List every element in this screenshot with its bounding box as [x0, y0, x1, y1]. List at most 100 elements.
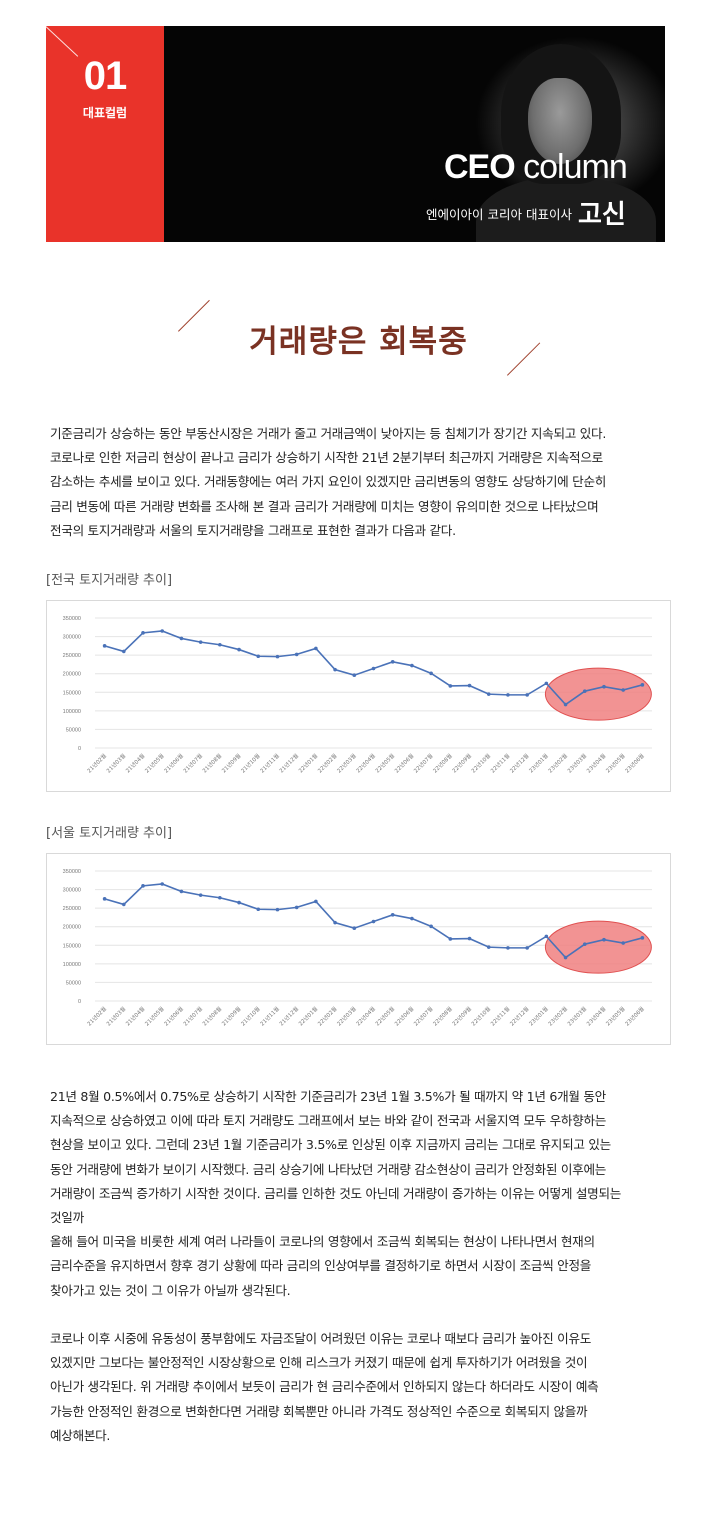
data-point: [486, 692, 491, 696]
data-point: [275, 907, 280, 912]
highlight-ellipse: [544, 667, 652, 721]
data-point: [198, 893, 203, 897]
y-tick-label: 150000: [63, 943, 81, 949]
data-point: [525, 946, 529, 950]
data-point: [467, 683, 472, 688]
x-tick-label: 22년08월: [431, 752, 454, 775]
x-tick-label: 22년12월: [508, 1005, 531, 1028]
y-tick-label: 200000: [63, 925, 81, 931]
x-tick-label: 21년02월: [85, 1005, 108, 1028]
y-tick-label: 0: [78, 999, 81, 1005]
x-tick-label: 22년07월: [412, 752, 435, 775]
data-point: [294, 652, 299, 657]
x-tick-label: 22년01월: [297, 752, 320, 775]
author-name: 고신: [577, 200, 626, 230]
data-point: [486, 945, 491, 949]
body-line: 동안 거래량에 변화가 보이기 시작했다. 금리 상승기에 나타났던 거래량 감…: [50, 1161, 607, 1177]
body-line: 있겠지만 그보다는 불안정적인 시장상황으로 인해 리스크가 커졌기 때문에 쉽…: [50, 1355, 588, 1371]
x-tick-label: 23년06월: [623, 752, 646, 775]
intro-line: 감소하는 추세를 보이고 있다. 거래동향에는 여러 가지 요인이 있겠지만 금…: [50, 474, 607, 490]
data-point: [122, 649, 126, 654]
data-point: [102, 897, 107, 901]
x-tick-label: 22년11월: [489, 1005, 512, 1028]
data-point: [141, 884, 145, 888]
data-point: [160, 629, 165, 633]
body-line: 올해 들어 미국을 비롯한 세계 여러 나라들이 코로나의 영향에서 조금씩 회…: [50, 1234, 595, 1250]
x-tick-label: 21년12월: [277, 752, 300, 775]
x-tick-label: 23년04월: [585, 752, 608, 775]
x-tick-label: 23년01월: [527, 1005, 550, 1028]
data-point: [544, 934, 549, 939]
data-point: [525, 693, 529, 697]
data-point: [333, 920, 337, 925]
body-line: 지속적으로 상승하였고 이에 따라 토지 거래량도 그래프에서 보는 바와 같이…: [50, 1113, 607, 1129]
data-point: [160, 882, 165, 886]
body-line: 찾아가고 있는 것이 그 이유가 아닐까 생각된다.: [50, 1282, 291, 1298]
analysis-paragraph: 21년 8월 0.5%에서 0.75%로 상승하기 시작한 기준금리가 23년 …: [50, 1085, 670, 1448]
data-point: [563, 955, 568, 960]
x-tick-label: 22년06월: [393, 752, 416, 775]
data-point: [198, 640, 203, 644]
x-tick-label: 21년11월: [258, 752, 281, 775]
y-tick-label: 350000: [63, 616, 81, 622]
chart-svg-seoul: 0 50000 100000 150000 200000 250000 300000 3500…: [63, 869, 652, 1028]
x-tick-label: 22년12월: [508, 752, 531, 775]
section-number-panel: 01 대표컬럼: [46, 26, 164, 242]
chart-svg-national: 0 50000 100000 150000 200000 250000 300000 3500…: [63, 616, 652, 775]
x-tick-label: 22년04월: [354, 1005, 377, 1028]
section-label: 대표컬럼: [82, 106, 128, 120]
data-point: [314, 646, 318, 651]
y-tick-label: 250000: [63, 653, 81, 659]
body-line: 현상을 보이고 있다. 그런데 23년 1월 기준금리가 3.5%로 인상된 이…: [50, 1137, 611, 1153]
body-line: 것일까: [50, 1210, 84, 1226]
x-tick-label: 21년10월: [239, 752, 262, 775]
y-tick-label: 350000: [63, 869, 81, 875]
x-tick-label: 21년05월: [143, 752, 166, 775]
x-tick-label: 21년07월: [181, 1005, 204, 1028]
y-tick-label: 300000: [63, 635, 81, 641]
x-tick-label: 23년02월: [546, 752, 569, 775]
body-line: 아닌가 생각된다. 위 거래량 추이에서 보듯이 금리가 현 금리수준에서 인하…: [50, 1379, 599, 1395]
y-tick-label: 150000: [63, 690, 81, 696]
x-tick-label: 21년02월: [85, 752, 108, 775]
x-tick-label: 21년03월: [105, 752, 128, 775]
data-point: [582, 689, 587, 693]
data-point: [410, 663, 414, 668]
body-line: 21년 8월 0.5%에서 0.75%로 상승하기 시작한 기준금리가 23년 …: [50, 1089, 606, 1104]
body-line: 금리수준을 유지하면서 향후 경기 상황에 따라 금리의 인상여부를 결정하기로…: [50, 1258, 592, 1274]
decorative-diagonal-line: [46, 26, 79, 57]
data-point: [218, 895, 222, 900]
author-role: 엔에이아이 코리아 대표이사: [426, 207, 572, 222]
article-heading: 거래량은 회복중: [249, 324, 468, 360]
data-point: [371, 666, 376, 671]
chart-caption-seoul: [서울 토지거래량 추이]: [46, 826, 173, 841]
x-tick-label: 22년03월: [335, 752, 358, 775]
x-tick-label: 22년08월: [431, 1005, 454, 1028]
x-tick-label: 21년12월: [277, 1005, 300, 1028]
data-point: [333, 667, 337, 672]
x-tick-label: 22년05월: [373, 1005, 396, 1028]
body-line: [50, 1303, 670, 1327]
data-point: [352, 926, 357, 930]
data-point: [275, 654, 280, 659]
body-line: 가능한 안정적인 환경으로 변화한다면 거래량 회복뿐만 아니라 가격도 정상적…: [50, 1403, 588, 1419]
data-point: [621, 941, 625, 945]
x-tick-label: 23년03월: [565, 1005, 588, 1028]
data-point: [640, 936, 645, 940]
data-point: [506, 946, 510, 950]
x-tick-label: 21년04월: [124, 1005, 147, 1028]
data-point: [179, 889, 184, 894]
data-point: [102, 644, 107, 648]
x-tick-label: 22년02월: [316, 752, 339, 775]
y-tick-label: 50000: [66, 727, 81, 733]
data-point: [237, 900, 241, 905]
y-tick-label: 100000: [63, 962, 81, 968]
ceo-column-banner: 01 대표컬럼 CEO column 엔에이아이 코리아 대표이사 고신: [46, 26, 665, 242]
x-tick-label: 23년04월: [585, 1005, 608, 1028]
x-tick-label: 21년06월: [162, 752, 185, 775]
x-tick-label: 23년05월: [604, 1005, 627, 1028]
y-tick-label: 50000: [66, 980, 81, 986]
x-tick-label: 21년08월: [201, 1005, 224, 1028]
data-point: [314, 899, 318, 904]
x-tick-label: 21년07월: [181, 752, 204, 775]
